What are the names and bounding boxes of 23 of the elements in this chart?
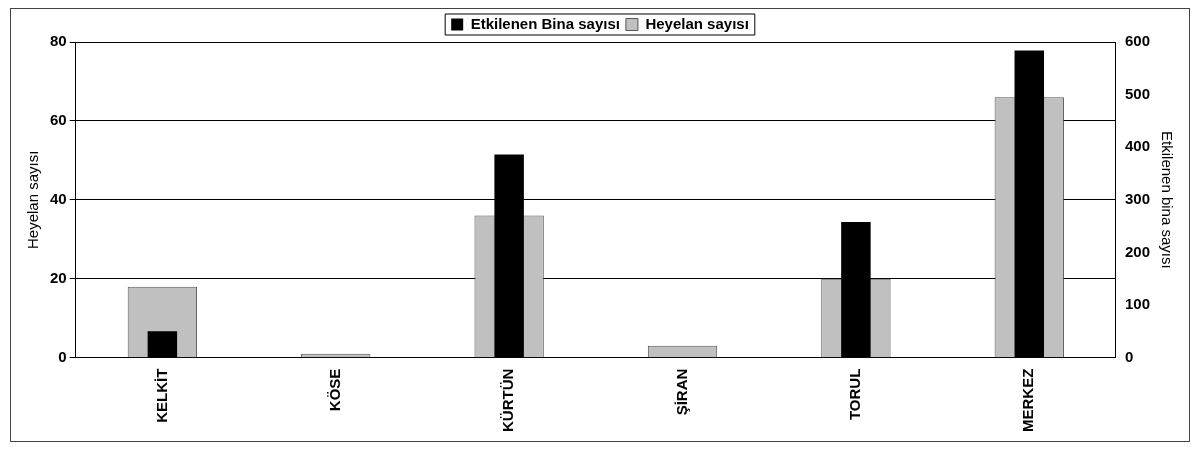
x-tick-label: ŞİRAN bbox=[672, 368, 690, 416]
y2-tick-label: 400 bbox=[1124, 137, 1150, 155]
y-tick-label: 0 bbox=[58, 347, 67, 365]
x-tick-label: KÖSE bbox=[325, 368, 343, 412]
y2-tick-label: 500 bbox=[1124, 84, 1150, 102]
y2-tick-label: 300 bbox=[1124, 189, 1150, 207]
y-tick-label: 80 bbox=[50, 32, 67, 50]
y-tick-label: 60 bbox=[50, 111, 67, 129]
x-tick-label: KÜRTÜN bbox=[499, 368, 517, 432]
y-tick-label: 40 bbox=[50, 189, 67, 207]
y-axis-title: Heyelan sayısı bbox=[24, 150, 42, 250]
y2-tick-label: 100 bbox=[1124, 295, 1150, 313]
y2-tick-label: 0 bbox=[1124, 347, 1134, 365]
y2-tick-label: 200 bbox=[1124, 242, 1150, 260]
y-tick-label: 20 bbox=[50, 268, 67, 286]
x-tick-label: KELKİT bbox=[152, 368, 170, 423]
y2-axis-title: Etkilenen bina sayısı bbox=[1158, 131, 1176, 269]
y2-tick-label: 600 bbox=[1124, 32, 1150, 50]
bar bbox=[147, 331, 178, 358]
legend-label: Etkilenen Bina sayısı bbox=[470, 14, 620, 32]
x-tick-label: TORUL bbox=[846, 368, 864, 421]
legend-label: Heyelan sayısı bbox=[645, 14, 749, 32]
x-tick-label: MERKEZ bbox=[1019, 368, 1037, 433]
